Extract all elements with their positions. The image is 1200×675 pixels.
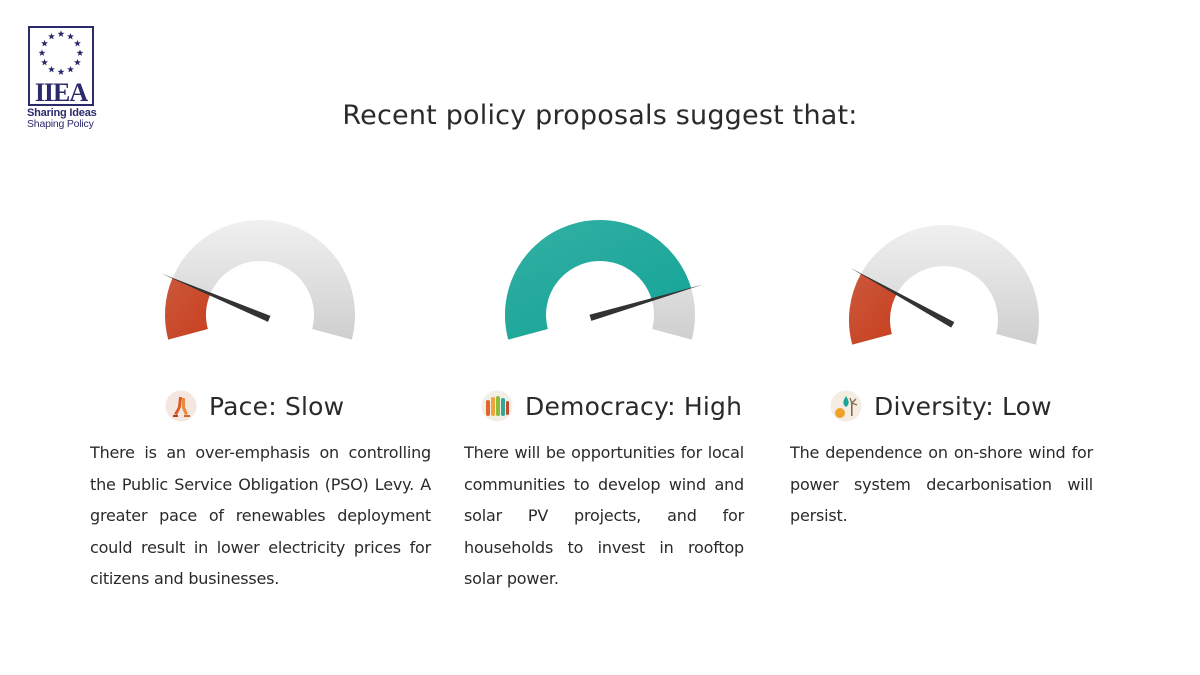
gauge-track (165, 220, 355, 340)
gauge-fill (849, 273, 897, 345)
logo-star-icon (41, 39, 48, 47)
logo-star-icon (48, 32, 55, 40)
iiea-logo: IIEA Sharing Ideas Shaping Policy (27, 26, 109, 130)
diversity-title-text: Diversity: Low (874, 391, 1052, 421)
page-heading: Recent policy proposals suggest that: (342, 100, 858, 131)
logo-star-icon (48, 65, 55, 73)
gauge-needle (161, 273, 271, 322)
logo-star-icon (76, 49, 84, 56)
logo-tagline-1: Sharing Ideas (27, 107, 97, 119)
pace-description: There is an over-emphasis on controlling… (90, 443, 431, 588)
gauge-needle (589, 284, 703, 321)
gauge-track (849, 225, 1039, 345)
gauge-fill (165, 278, 211, 340)
democracy-gauge (504, 219, 703, 340)
logo-emblem: IIEA (28, 26, 94, 106)
pace-title: Pace: Slow (165, 390, 344, 422)
logo-star-icon (57, 30, 65, 37)
democracy-title-text: Democracy: High (525, 391, 743, 421)
energy-mix-icon (830, 390, 862, 422)
democracy-description: There will be opportunities for local co… (464, 443, 744, 588)
logo-star-icon (57, 68, 65, 75)
logo-tagline-2: Shaping Policy (27, 118, 94, 130)
democracy-title: Democracy: High (481, 390, 742, 422)
diversity-description: The dependence on on-shore wind for powe… (790, 443, 1093, 525)
logo-star-icon (74, 58, 81, 66)
logo-star-icon (41, 58, 48, 66)
raised-hands-icon (481, 390, 513, 422)
pace-title-text: Pace: Slow (209, 391, 345, 421)
logo-star-icon (74, 39, 81, 47)
walking-legs-icon (165, 390, 197, 422)
diversity-gauge (849, 225, 1039, 345)
logo-star-icon (38, 49, 46, 56)
gauge-fill (504, 219, 692, 340)
logo-star-icon (67, 32, 74, 40)
gauge-needle (850, 267, 955, 328)
logo-acronym: IIEA (35, 78, 89, 104)
diversity-title: Diversity: Low (830, 390, 1052, 422)
logo-star-icon (67, 65, 74, 73)
pace-gauge (161, 220, 355, 340)
